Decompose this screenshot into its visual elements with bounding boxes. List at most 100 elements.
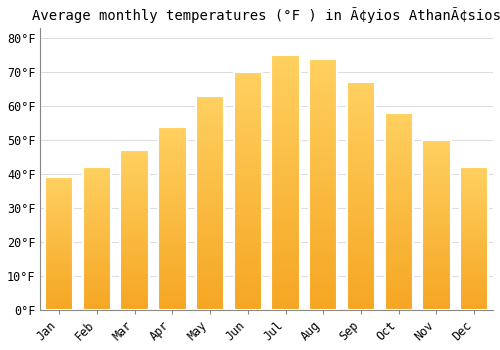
Bar [309, 217, 338, 219]
Bar [272, 63, 299, 65]
Bar [196, 96, 224, 310]
Bar [422, 147, 450, 149]
Bar [272, 274, 299, 276]
Bar [83, 280, 111, 281]
Bar [83, 174, 111, 176]
Bar [460, 202, 488, 203]
Bar [347, 133, 375, 135]
Bar [120, 227, 149, 229]
Bar [384, 231, 413, 233]
Bar [158, 227, 186, 229]
Bar [422, 142, 450, 143]
Bar [120, 251, 149, 252]
Bar [45, 218, 74, 220]
Bar [309, 104, 338, 106]
Bar [309, 202, 338, 204]
Bar [83, 230, 111, 231]
Bar [272, 180, 299, 183]
Bar [158, 229, 186, 231]
Bar [234, 108, 262, 110]
Bar [196, 177, 224, 180]
Bar [158, 200, 186, 202]
Bar [384, 150, 413, 152]
Bar [309, 242, 338, 244]
Bar [422, 161, 450, 162]
Bar [83, 177, 111, 179]
Bar [45, 303, 74, 304]
Bar [347, 287, 375, 289]
Bar [422, 144, 450, 145]
Bar [272, 170, 299, 172]
Bar [309, 297, 338, 300]
Bar [309, 214, 338, 217]
Bar [272, 279, 299, 282]
Bar [384, 186, 413, 188]
Bar [309, 307, 338, 310]
Bar [45, 295, 74, 296]
Bar [309, 290, 338, 292]
Bar [120, 286, 149, 287]
Bar [347, 83, 375, 310]
Bar [234, 238, 262, 241]
Bar [45, 269, 74, 270]
Bar [422, 174, 450, 176]
Bar [158, 169, 186, 170]
Bar [384, 125, 413, 127]
Bar [234, 141, 262, 144]
Bar [347, 191, 375, 194]
Bar [45, 261, 74, 262]
Bar [460, 258, 488, 260]
Bar [83, 294, 111, 295]
Bar [83, 287, 111, 288]
Bar [158, 251, 186, 253]
Bar [309, 239, 338, 242]
Bar [460, 264, 488, 266]
Bar [384, 284, 413, 286]
Bar [234, 162, 262, 165]
Bar [196, 207, 224, 209]
Bar [272, 61, 299, 63]
Bar [234, 262, 262, 265]
Bar [158, 220, 186, 222]
Bar [422, 240, 450, 242]
Bar [347, 105, 375, 107]
Bar [158, 185, 186, 187]
Bar [83, 214, 111, 216]
Bar [422, 152, 450, 154]
Bar [309, 192, 338, 194]
Bar [460, 184, 488, 186]
Bar [384, 290, 413, 292]
Bar [196, 134, 224, 136]
Bar [460, 211, 488, 213]
Bar [422, 266, 450, 267]
Bar [83, 271, 111, 273]
Bar [384, 237, 413, 239]
Bar [347, 248, 375, 251]
Bar [384, 221, 413, 223]
Bar [347, 103, 375, 105]
Bar [309, 277, 338, 280]
Bar [460, 198, 488, 200]
Bar [234, 194, 262, 196]
Bar [309, 250, 338, 252]
Bar [234, 291, 262, 293]
Bar [272, 91, 299, 93]
Bar [234, 284, 262, 286]
Bar [196, 190, 224, 192]
Bar [45, 304, 74, 306]
Bar [196, 273, 224, 275]
Bar [422, 183, 450, 184]
Bar [234, 82, 262, 84]
Bar [347, 264, 375, 267]
Bar [422, 157, 450, 159]
Bar [347, 282, 375, 285]
Bar [45, 274, 74, 275]
Bar [158, 242, 186, 244]
Bar [272, 304, 299, 307]
Bar [83, 248, 111, 250]
Bar [234, 293, 262, 295]
Bar [272, 124, 299, 127]
Bar [422, 308, 450, 310]
Bar [158, 150, 186, 152]
Bar [422, 218, 450, 220]
